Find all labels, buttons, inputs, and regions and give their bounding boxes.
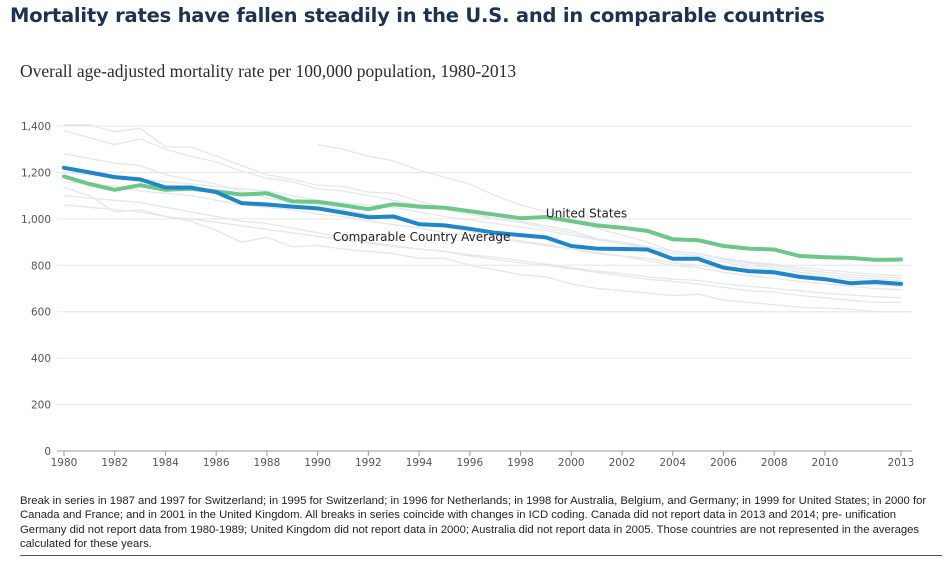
country-line-6	[63, 204, 902, 299]
x-tick-label: 1990	[304, 457, 331, 469]
y-axis-ticks: 0 200 400 600 800 1,000 1,200 1,400	[21, 121, 51, 458]
individual-country-lines	[63, 124, 902, 313]
series-labels: United States Comparable Country Average	[333, 207, 627, 244]
country-line-0	[64, 124, 902, 282]
chart-title: Mortality rates have fallen steadily in …	[10, 4, 825, 27]
x-tick-label: 2002	[609, 457, 636, 469]
x-tick-label: 1996	[456, 457, 483, 469]
chart-subtitle: Overall age-adjusted mortality rate per …	[20, 61, 517, 81]
highlighted-series	[62, 165, 903, 286]
y-tick-label: 400	[31, 353, 51, 365]
country-line-2	[63, 153, 902, 291]
x-tick-label: 2000	[558, 457, 585, 469]
y-tick-label: 1,400	[21, 121, 51, 133]
country-line-4	[63, 194, 901, 304]
x-tick-label: 1994	[406, 457, 433, 469]
x-tick-label: 2004	[659, 457, 686, 469]
x-tick-label: 1980	[51, 457, 78, 469]
x-tick-label: 1982	[101, 457, 128, 469]
country-line-1	[63, 129, 902, 284]
country-line-8	[317, 143, 902, 279]
footnote: Break in series in 1987 and 1997 for Swi…	[20, 495, 927, 550]
y-tick-label: 800	[31, 260, 51, 272]
x-tick-label: 1986	[203, 457, 230, 469]
x-tick-label: 2008	[761, 457, 788, 469]
x-tick-label: 2006	[710, 457, 737, 469]
country-line-3	[63, 186, 901, 313]
x-tick-label: 1992	[355, 457, 382, 469]
y-tick-label: 200	[31, 400, 51, 412]
x-tick-label: 1988	[254, 457, 281, 469]
gridlines	[57, 125, 912, 452]
y-tick-label: 1,200	[21, 167, 51, 179]
x-axis-ticks: 1980 1982 1984 1986 1988 1990 1992 1994 1996 1998…	[51, 451, 915, 469]
x-tick-label: 1984	[152, 457, 179, 469]
y-tick-label: 600	[31, 307, 51, 319]
united-states-line	[62, 165, 903, 286]
series-label: United States	[546, 207, 627, 221]
y-tick-label: 1,000	[21, 214, 51, 226]
country-line-5	[63, 171, 902, 277]
series-label: Comparable Country Average	[333, 230, 511, 244]
y-tick-label: 0	[44, 446, 51, 458]
x-tick-label: 2010	[812, 457, 839, 469]
x-tick-label: 2013	[888, 457, 915, 469]
bottom-divider	[20, 555, 942, 556]
x-tick-label: 1998	[507, 457, 534, 469]
